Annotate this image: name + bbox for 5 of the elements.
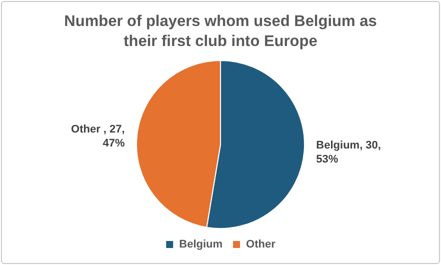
data-label: Other , 27, 47%	[71, 124, 126, 150]
data-label: Belgium, 30, 53%	[316, 139, 381, 166]
legend-label: Belgium	[179, 238, 223, 251]
chart-title: Number of players whom used Belgium as their first club into Europe	[63, 12, 378, 52]
legend-label: Other	[246, 238, 276, 251]
